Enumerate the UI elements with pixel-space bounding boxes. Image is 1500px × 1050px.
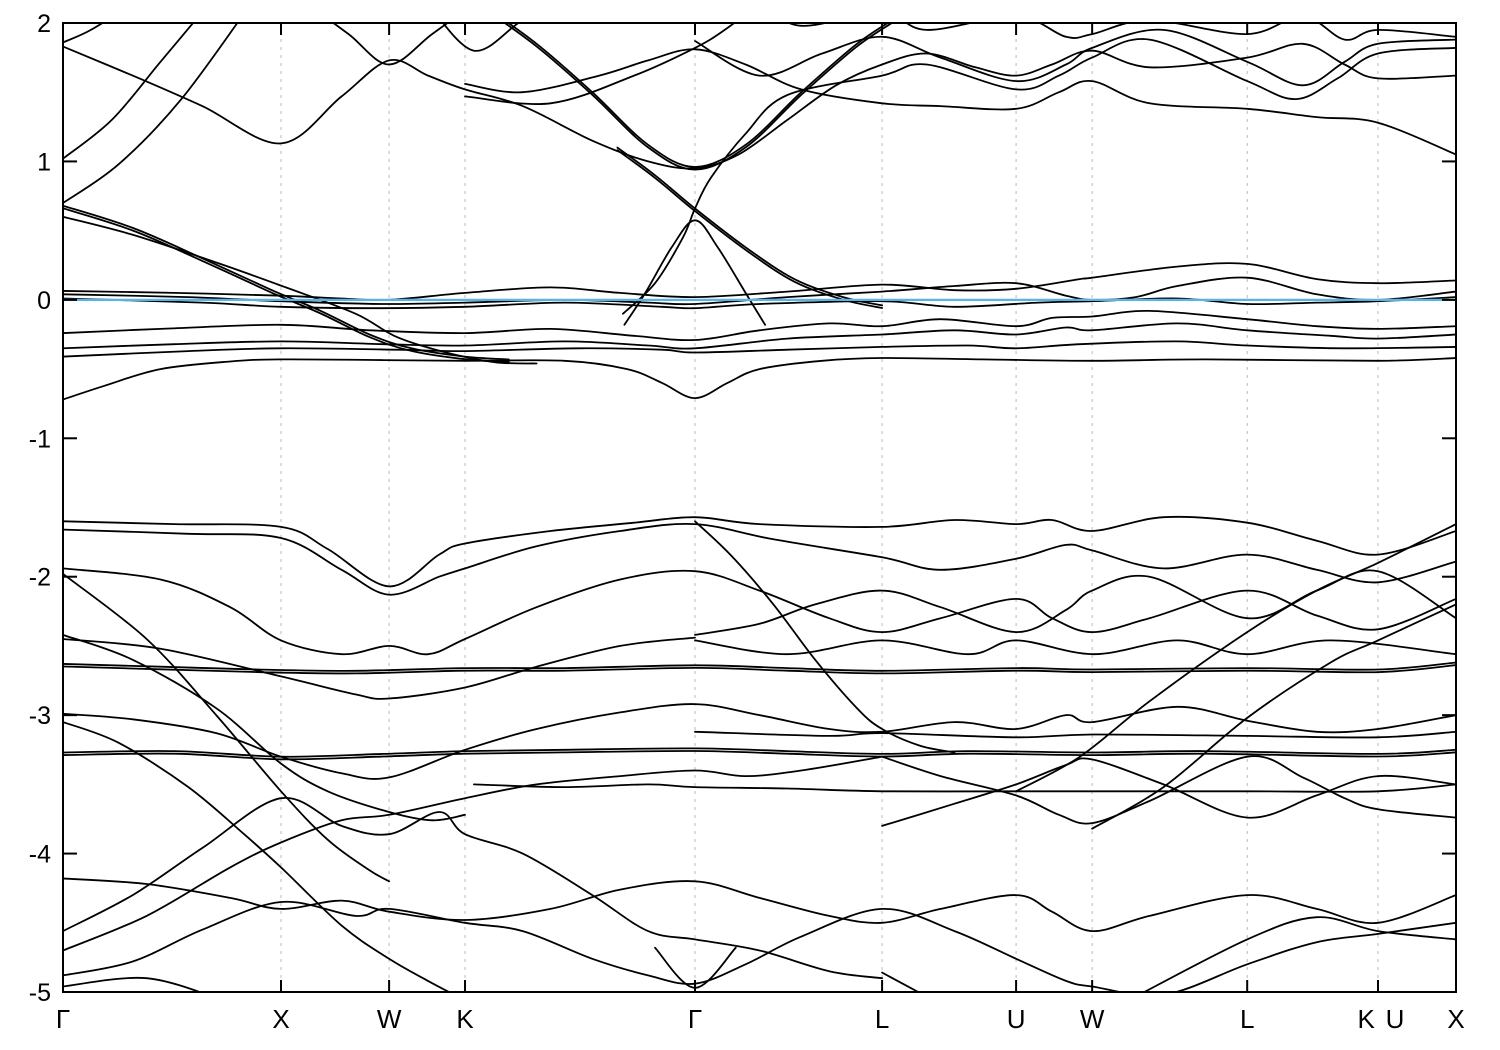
band-curve-f4 <box>64 309 1455 342</box>
band-curve-v10 <box>694 520 956 754</box>
kpoint-label: U <box>1007 1004 1026 1034</box>
band-curve-d2b <box>622 38 1455 315</box>
band-curve-v2 <box>64 522 1455 596</box>
band-curve-cD <box>442 24 519 52</box>
band-curve-c3 <box>64 24 194 160</box>
kpoint-label: W <box>1080 1004 1105 1034</box>
band-curve-v9 <box>64 747 1455 758</box>
kpoint-gridlines <box>280 23 1379 992</box>
kpoint-label: X <box>1447 1004 1464 1034</box>
band-curve-v5b <box>64 636 696 700</box>
kpoint-label: X <box>272 1004 289 1034</box>
band-curve-v5 <box>64 634 466 822</box>
band-curve-l1 <box>64 205 510 361</box>
band-curve-v1 <box>64 515 1455 588</box>
band-curve-v18a <box>64 976 200 991</box>
band-curve-d2a <box>616 146 883 307</box>
band-curve-v7 <box>64 703 1455 780</box>
band-curve-cC <box>464 24 735 105</box>
kpoint-label: Γ <box>56 1004 70 1034</box>
kpoint-label: K <box>1357 1004 1375 1034</box>
y-tick-label: -1 <box>29 425 51 453</box>
kpoint-label: W <box>377 1004 402 1034</box>
band-curve-f3 <box>64 296 1455 310</box>
band-curve-c5 <box>333 24 448 66</box>
band-curve-x1 <box>64 797 883 980</box>
band-curve-v16 <box>64 877 1455 933</box>
band-curve-f7 <box>64 357 1455 401</box>
kpoint-label: L <box>875 1004 889 1034</box>
y-tick-label: -2 <box>29 564 51 592</box>
axis-ticks <box>62 22 1457 993</box>
band-curve-v17 <box>64 900 1455 991</box>
band-curves <box>64 24 1455 991</box>
band-curve-d1 <box>623 219 766 326</box>
band-curve-x2 <box>64 721 449 991</box>
y-tick-label: -5 <box>29 979 51 1007</box>
kpoint-label: L <box>1240 1004 1254 1034</box>
band-curve-l1-twin <box>64 207 510 363</box>
band-curve-w2 <box>694 639 1455 656</box>
band-curve-cF <box>694 28 1455 87</box>
band-curve-cA <box>508 24 888 168</box>
band-curve-cB <box>464 48 1455 156</box>
band-curve-v8 <box>694 730 1455 739</box>
y-tick-labels: -5 -4 -3 -2 -1 0 1 2 <box>29 10 51 1007</box>
band-curve-v6-twin <box>64 664 1455 675</box>
band-curve-v3 <box>64 567 1455 656</box>
band-curve-v14 <box>881 757 1455 827</box>
band-curve-f2 <box>64 276 1455 306</box>
band-curve-x3 <box>64 755 883 952</box>
kpoint-label: Γ <box>688 1004 702 1034</box>
band-curve-l2 <box>64 216 538 365</box>
band-curve-v4 <box>64 573 390 883</box>
y-tick-label: 1 <box>37 148 51 176</box>
band-curve-c1 <box>64 24 103 43</box>
band-curve-f1 <box>64 262 1455 302</box>
kpoint-label: K <box>456 1004 474 1034</box>
band-curve-v12 <box>473 783 1455 793</box>
band-curve-w4 <box>1091 603 1455 830</box>
kpoint-label: U <box>1386 1004 1405 1034</box>
band-curve-f6 <box>64 340 1455 358</box>
band-curve-v19 <box>881 971 919 991</box>
band-curve-f5 <box>64 322 1455 350</box>
band-curve-v6 <box>64 661 1455 672</box>
y-tick-label: -3 <box>29 702 51 730</box>
y-tick-label: 0 <box>37 287 51 315</box>
y-tick-label: 2 <box>37 10 51 38</box>
band-curve-cA-twin <box>504 24 892 171</box>
band-curve-v19b <box>1144 916 1455 991</box>
band-curve-c4 <box>64 24 238 204</box>
plot-border <box>62 22 1457 993</box>
band-curve-w3 <box>1015 523 1455 793</box>
y-tick-label: -4 <box>29 841 51 869</box>
band-curve-c2 <box>64 42 1455 170</box>
